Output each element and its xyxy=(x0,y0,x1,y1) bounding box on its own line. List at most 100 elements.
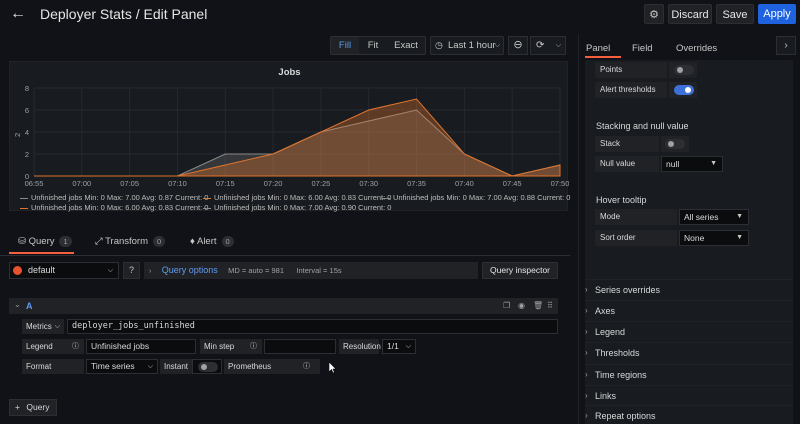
alert-thresholds-toggle[interactable] xyxy=(674,85,694,95)
chevron-down-icon: ▼ xyxy=(710,160,717,167)
section-axes[interactable]: › Axes xyxy=(585,300,793,320)
eye-icon[interactable]: ◉ xyxy=(518,301,525,310)
x-tick-label: 07:30 xyxy=(359,179,378,188)
view-mode-group: Fill Fit Exact xyxy=(330,36,426,55)
mode-select[interactable]: All series ▼ xyxy=(679,209,749,225)
alert-thresholds-label: Alert thresholds xyxy=(595,82,667,98)
tab-alert[interactable]: ♦ Alert 0 xyxy=(190,236,234,247)
stack-toggle[interactable] xyxy=(665,139,685,149)
tab-overrides[interactable]: Overrides xyxy=(676,43,718,54)
y-tick-label: 0 xyxy=(25,172,29,181)
x-tick-label: 07:45 xyxy=(503,179,522,188)
plus-icon: + xyxy=(15,402,20,412)
chevron-down-icon: ⌵ xyxy=(555,42,561,49)
query-options-bar[interactable]: › Query options MD = auto = 981 Interval… xyxy=(144,262,478,279)
legend-item[interactable]: Unfinished jobs Min: 0 Max: 6.00 Avg: 0.… xyxy=(203,193,391,202)
null-value-label: Null value xyxy=(595,156,659,172)
sort-order-select[interactable]: None ▼ xyxy=(679,230,749,246)
discard-button[interactable]: Discard xyxy=(668,4,712,24)
y-tick-label: 4 xyxy=(25,128,29,137)
stacking-title: Stacking and null value xyxy=(596,121,689,131)
format-select[interactable]: Time series ⌵ xyxy=(86,359,158,374)
points-label: Points xyxy=(595,62,667,78)
section-time-regions[interactable]: › Time regions xyxy=(585,364,793,384)
section-thresholds[interactable]: › Thresholds xyxy=(585,342,793,362)
y-tick-label: 2 xyxy=(25,150,29,159)
tab-query[interactable]: ⛁ Query 1 xyxy=(18,236,72,247)
tab-panel[interactable]: Panel xyxy=(586,43,611,54)
help-icon[interactable]: ? xyxy=(123,262,140,279)
legend-swatch xyxy=(203,197,211,199)
min-step-label: Min step ⓘ xyxy=(200,339,262,354)
database-icon: ⛁ xyxy=(18,236,26,247)
format-label: Format xyxy=(22,359,84,374)
refresh-button[interactable]: ⟳ ⌵ xyxy=(530,36,566,55)
chevron-right-icon[interactable]: › xyxy=(776,36,796,55)
legend-item[interactable]: Unfinished jobs Min: 0 Max: 7.00 Avg: 0.… xyxy=(20,193,208,202)
tab-field[interactable]: Field xyxy=(632,43,653,54)
collapse-chevron-icon[interactable]: ⌄ xyxy=(14,300,21,309)
legend-item[interactable]: Unfinished jobs Min: 0 Max: 7.00 Avg: 0.… xyxy=(203,203,391,212)
chevron-down-icon: ⌵ xyxy=(147,363,153,370)
null-value-select[interactable]: null ▼ xyxy=(661,156,723,172)
section-repeat-options[interactable]: › Repeat options xyxy=(585,405,793,424)
min-step-input[interactable] xyxy=(264,339,336,354)
y-tick-label: 8 xyxy=(25,84,29,93)
chevron-right-icon: › xyxy=(149,268,152,275)
apply-button[interactable]: Apply xyxy=(758,4,796,24)
legend-swatch xyxy=(203,207,211,209)
chevron-down-icon: ⌵ xyxy=(405,343,411,350)
metrics-button[interactable]: Metrics ⌵ xyxy=(22,319,64,334)
query-row-header xyxy=(9,298,558,314)
fit-button[interactable]: Fit xyxy=(367,40,379,51)
time-range-picker[interactable]: ◷ Last 1 hour ⌵ xyxy=(430,36,504,55)
points-toggle[interactable] xyxy=(674,65,694,75)
sort-order-label: Sort order xyxy=(595,230,677,246)
drag-handle-icon[interactable]: ⠿ xyxy=(547,301,553,310)
info-icon: ⓘ xyxy=(72,343,79,350)
legend-input[interactable]: Unfinished jobs xyxy=(86,339,196,354)
zoom-out-icon[interactable]: ⊖ xyxy=(508,36,528,55)
chevron-down-icon: ▼ xyxy=(736,213,743,220)
section-links[interactable]: › Links xyxy=(585,385,793,405)
chevron-right-icon: › xyxy=(585,348,588,357)
section-series-overrides[interactable]: › Series overrides xyxy=(585,279,793,299)
active-tab-underline xyxy=(585,56,621,58)
hover-tooltip-title: Hover tooltip xyxy=(596,195,647,205)
y-tick-label: 6 xyxy=(25,106,29,115)
save-button[interactable]: Save xyxy=(716,4,754,24)
info-icon: ⓘ xyxy=(250,343,257,350)
resolution-label: Resolution xyxy=(339,339,381,354)
clock-icon: ◷ xyxy=(435,40,443,50)
mode-label: Mode xyxy=(595,209,677,225)
chevron-down-icon: ⌵ xyxy=(54,323,60,330)
add-query-button[interactable]: + Query xyxy=(9,399,57,416)
resolution-select[interactable]: 1/1 ⌵ xyxy=(382,339,416,354)
trash-icon[interactable]: 🗑 xyxy=(533,301,544,310)
legend-item[interactable]: Unfinished jobs Min: 0 Max: 6.00 Avg: 0.… xyxy=(20,203,208,212)
metrics-input[interactable]: deployer_jobs_unfinished xyxy=(67,319,558,334)
fill-button[interactable]: Fill xyxy=(331,37,359,54)
back-arrow-icon[interactable]: ← xyxy=(10,5,26,22)
duplicate-icon[interactable]: ❐ xyxy=(503,301,511,310)
x-tick-label: 07:20 xyxy=(264,179,283,188)
md-info: MD = auto = 981 xyxy=(228,266,284,275)
query-options-label[interactable]: Query options xyxy=(161,265,218,275)
series-area xyxy=(34,98,561,177)
settings-gear-icon[interactable]: ⚙ xyxy=(644,4,664,24)
top-bar xyxy=(0,0,800,28)
active-tab-underline xyxy=(9,252,74,254)
tab-transform[interactable]: ⤢ Transform 0 xyxy=(95,236,166,247)
page-title: Deployer Stats / Edit Panel xyxy=(40,6,208,22)
prometheus-label: Prometheus ⓘ xyxy=(224,359,320,374)
exact-button[interactable]: Exact xyxy=(394,40,418,51)
y-axis-label: 2 xyxy=(13,133,22,137)
instant-label: Instant xyxy=(160,359,192,374)
query-inspector-button[interactable]: Query inspector xyxy=(482,262,558,279)
instant-toggle[interactable] xyxy=(198,362,218,372)
section-legend[interactable]: › Legend xyxy=(585,321,793,341)
datasource-select[interactable]: default ⌵ xyxy=(9,262,119,279)
legend-swatch xyxy=(20,207,28,209)
legend-item[interactable]: Unfinished jobs Min: 0 Max: 7.00 Avg: 0.… xyxy=(382,193,570,202)
prometheus-logo-icon xyxy=(13,266,22,275)
